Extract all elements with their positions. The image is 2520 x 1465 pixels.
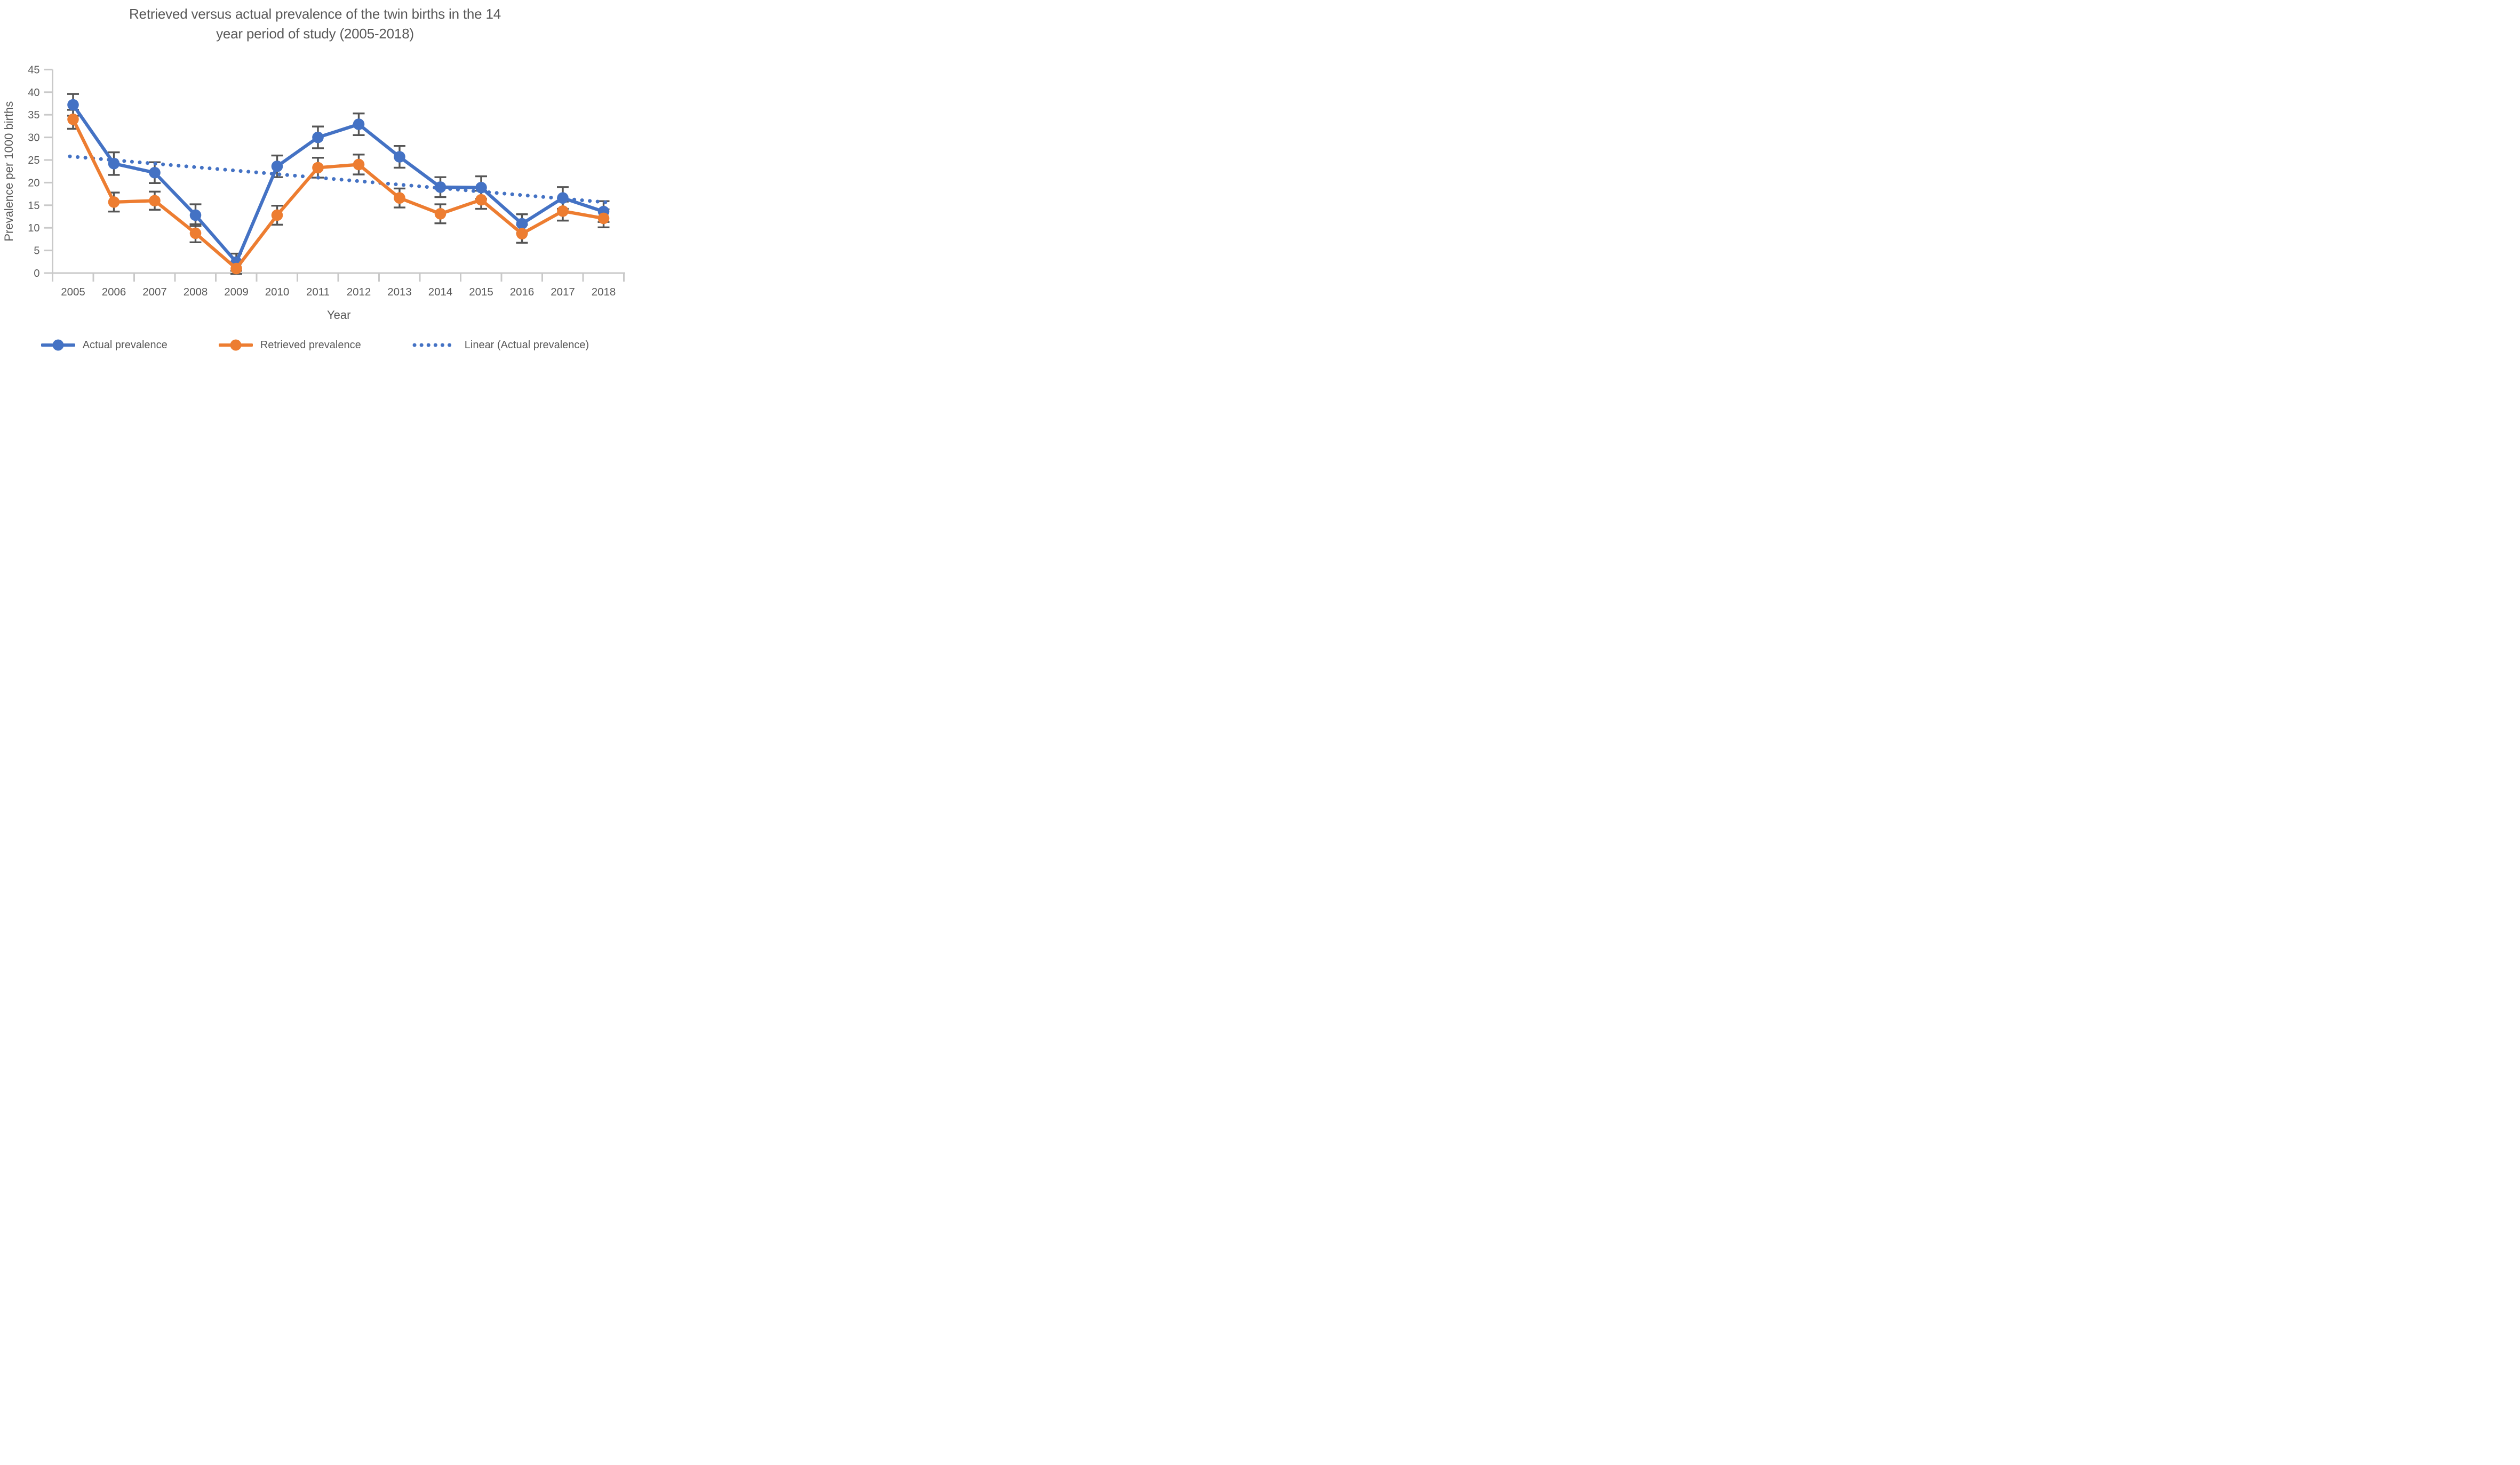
data-point-marker (67, 99, 79, 111)
x-axis-title: Year (327, 308, 350, 322)
series-actual-prevalence (67, 99, 610, 268)
legend: Actual prevalence Retrieved prevalence L… (0, 338, 630, 352)
data-point-marker (108, 196, 120, 208)
data-point-marker (475, 194, 487, 206)
axis-titles: Year Prevalence per 1000 births (2, 101, 350, 322)
legend-item-retrieved-prevalence: Retrieved prevalence (218, 338, 361, 352)
plot-area: 0 5 10 15 20 25 30 35 40 45 2005 2006 2007 2008 2009 20… (2, 64, 625, 322)
data-point-marker (312, 162, 324, 174)
page: { "title_lines": [ "Retrieved versus act… (0, 0, 630, 366)
data-point-marker (434, 181, 446, 193)
y-tick-label: 35 (28, 109, 39, 121)
data-point-marker (189, 209, 202, 221)
x-tick-label: 2005 (61, 286, 85, 298)
y-tick-label: 25 (28, 155, 39, 166)
data-point-marker (271, 161, 283, 172)
legend-label-actual-prevalence: Actual prevalence (82, 339, 168, 351)
data-point-marker (353, 158, 365, 171)
data-point-marker (149, 195, 161, 207)
x-tick-label: 2008 (184, 286, 208, 298)
data-point-marker (475, 181, 487, 194)
chart-title: Retrieved versus actual prevalence of th… (0, 4, 630, 44)
y-tick-label: 40 (28, 87, 39, 99)
data-point-marker (230, 262, 242, 275)
data-point-marker (149, 166, 161, 179)
data-point-marker (394, 192, 405, 204)
data-point-marker (516, 218, 528, 230)
y-tick-label: 20 (28, 177, 39, 189)
x-tick-label: 2018 (592, 286, 616, 298)
data-point-marker (108, 157, 120, 170)
legend-item-linear-trend: Linear (Actual prevalence) (412, 338, 589, 352)
data-point-marker (557, 192, 569, 204)
x-tick-label: 2014 (428, 286, 453, 298)
y-tick-label: 5 (34, 245, 39, 257)
legend-label-retrieved-prevalence: Retrieved prevalence (260, 339, 361, 351)
chart-title-line2: year period of study (2005-2018) (216, 26, 414, 42)
axes (44, 68, 625, 282)
x-tick-label: 2012 (347, 286, 371, 298)
y-axis-title: Prevalence per 1000 births (2, 101, 15, 242)
data-point-marker (353, 118, 365, 130)
x-tick-label: 2007 (142, 286, 167, 298)
error-bars (67, 93, 610, 275)
x-tick-label: 2006 (102, 286, 126, 298)
legend-label-linear-trend: Linear (Actual prevalence) (464, 339, 589, 351)
data-point-marker (312, 131, 324, 143)
x-tick-label: 2009 (224, 286, 249, 298)
data-point-marker (557, 205, 569, 217)
y-tick-label: 45 (28, 64, 39, 76)
actual-series-swatch-icon (41, 339, 75, 351)
x-tick-label: 2010 (265, 286, 290, 298)
trendline-linear-actual-prevalence (68, 154, 610, 205)
x-tick-label: 2013 (387, 286, 412, 298)
x-tick-label: 2011 (306, 286, 330, 298)
y-tick-label: 15 (28, 200, 39, 212)
series-retrieved-prevalence (67, 113, 610, 275)
data-point-marker (516, 228, 528, 240)
retrieved-series-swatch-icon (218, 339, 253, 351)
x-tick-label: 2016 (510, 286, 535, 298)
x-tick-label: 2017 (551, 286, 575, 298)
y-tick-label: 0 (34, 268, 39, 279)
data-point-marker (189, 227, 202, 239)
data-point-marker (394, 151, 405, 163)
legend-item-actual-prevalence: Actual prevalence (41, 338, 168, 352)
axis-tick-labels: 0 5 10 15 20 25 30 35 40 45 2005 2006 2007 2008 2009 20… (28, 64, 616, 298)
chart-title-line1: Retrieved versus actual prevalence of th… (129, 6, 501, 22)
data-point-marker (67, 113, 79, 125)
data-point-marker (597, 212, 610, 225)
data-point-marker (434, 208, 446, 220)
x-tick-label: 2015 (469, 286, 493, 298)
y-tick-label: 30 (28, 132, 39, 144)
trendline-swatch-icon (412, 343, 457, 347)
y-tick-label: 10 (28, 222, 39, 234)
data-point-marker (271, 209, 283, 221)
